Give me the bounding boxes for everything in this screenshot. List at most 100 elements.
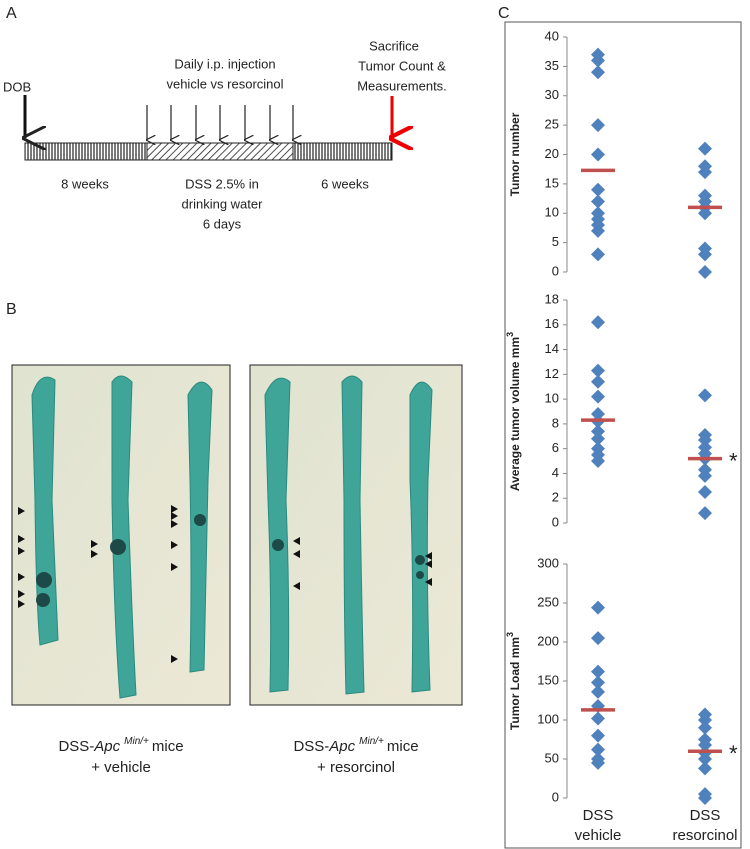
y-tick-label: 100 — [537, 711, 559, 726]
y-tick-label: 200 — [537, 633, 559, 648]
data-point — [698, 761, 712, 776]
period-label: 6 weeks — [321, 176, 369, 191]
data-point — [591, 182, 605, 197]
data-point — [591, 454, 605, 469]
y-tick-label: 14 — [545, 341, 559, 356]
y-axis-label: Tumor Load mm3 — [505, 632, 522, 730]
caption: + vehicle — [91, 759, 151, 776]
caption: + resorcinol — [317, 759, 395, 776]
y-tick-label: 6 — [552, 440, 559, 455]
y-tick-label: 25 — [545, 117, 559, 132]
caption-sup: Min/+ — [359, 736, 384, 747]
data-point — [591, 684, 605, 699]
y-tick-label: 10 — [545, 391, 559, 406]
y-axis-label: Average tumor volume mm3 — [505, 332, 522, 491]
y-axis-label-text: Tumor Load mm — [508, 637, 522, 730]
y-axis-label-sup: 3 — [505, 632, 515, 637]
data-point — [591, 374, 605, 389]
data-point — [698, 506, 712, 521]
y-tick-label: 50 — [545, 750, 559, 765]
data-point — [591, 675, 605, 690]
y-tick-label: 4 — [552, 465, 559, 480]
data-point — [698, 468, 712, 483]
data-point — [698, 141, 712, 156]
y-tick-label: 5 — [552, 234, 559, 249]
data-point — [698, 713, 712, 727]
data-point — [591, 664, 605, 679]
caption-part: DSS- — [293, 738, 329, 755]
data-point — [698, 485, 712, 500]
y-axis-label-text: Tumor number — [508, 112, 522, 196]
y-axis-label-text: Average tumor volume mm — [508, 337, 522, 491]
y-tick-label: 10 — [545, 205, 559, 220]
data-point — [698, 791, 712, 805]
y-tick-label: 0 — [552, 789, 559, 804]
significance-mark: * — [729, 448, 738, 473]
panel-label: B — [6, 301, 17, 318]
y-tick-label: 18 — [545, 291, 559, 306]
data-point — [591, 728, 605, 743]
x-tick-label: DSS vehicle — [574, 807, 622, 844]
panel-label: A — [6, 5, 17, 22]
y-tick-label: 150 — [537, 672, 559, 687]
data-point — [591, 118, 605, 133]
significance-mark: * — [729, 741, 738, 766]
dss-label: DSS 2.5% in — [185, 176, 259, 191]
injection-label: vehicle vs resorcinol — [166, 76, 283, 91]
y-tick-label: 35 — [545, 58, 559, 73]
photo — [11, 364, 231, 706]
caption-gene: Apc — [328, 738, 355, 755]
data-point — [591, 363, 605, 378]
data-point — [698, 165, 712, 180]
y-axis-label-sup: 3 — [505, 332, 515, 337]
y-tick-label: 2 — [552, 490, 559, 505]
data-point — [591, 755, 605, 770]
data-point — [591, 65, 605, 80]
data-point — [591, 389, 605, 404]
data-point — [591, 315, 605, 330]
panel-label: C — [498, 5, 510, 22]
data-point — [698, 388, 712, 403]
data-point — [591, 424, 605, 439]
caption-part: DSS- — [58, 738, 94, 755]
data-point — [591, 53, 605, 68]
data-point — [698, 432, 712, 447]
period-label: 8 weeks — [61, 176, 109, 191]
caption: DSS-Apc Min/+ mice — [293, 736, 418, 755]
data-point — [591, 406, 605, 421]
data-point — [698, 247, 712, 262]
y-tick-label: 40 — [545, 28, 559, 43]
data-point — [698, 720, 712, 735]
caption-part: mice — [152, 738, 184, 755]
y-tick-label: 0 — [552, 263, 559, 278]
sacrifice-label: Measurements. — [357, 78, 447, 93]
data-point — [698, 265, 712, 279]
y-tick-label: 250 — [537, 594, 559, 609]
y-tick-label: 300 — [537, 555, 559, 570]
caption: DSS-Apc Min/+ mice — [58, 736, 183, 755]
y-axis-label: Tumor number — [508, 112, 522, 196]
sacrifice-label: Tumor Count & — [358, 58, 446, 73]
panel-frame — [504, 21, 742, 849]
y-tick-label: 20 — [545, 146, 559, 161]
data-point — [698, 737, 712, 752]
dob-label: DOB — [3, 79, 31, 94]
caption-sup: Min/+ — [124, 736, 149, 747]
y-tick-label: 16 — [545, 316, 559, 331]
x-tick-label: DSS resorcinol — [672, 807, 738, 844]
y-tick-label: 15 — [545, 175, 559, 190]
caption-part: mice — [387, 738, 419, 755]
data-point — [591, 631, 605, 646]
data-point — [591, 711, 605, 726]
data-point — [698, 206, 712, 221]
caption-gene: Apc — [93, 738, 120, 755]
data-point — [591, 247, 605, 262]
timeline — [25, 95, 392, 161]
data-point — [591, 147, 605, 162]
y-tick-label: 8 — [552, 415, 559, 430]
data-point — [698, 752, 712, 766]
dss-label: drinking water — [182, 196, 264, 211]
